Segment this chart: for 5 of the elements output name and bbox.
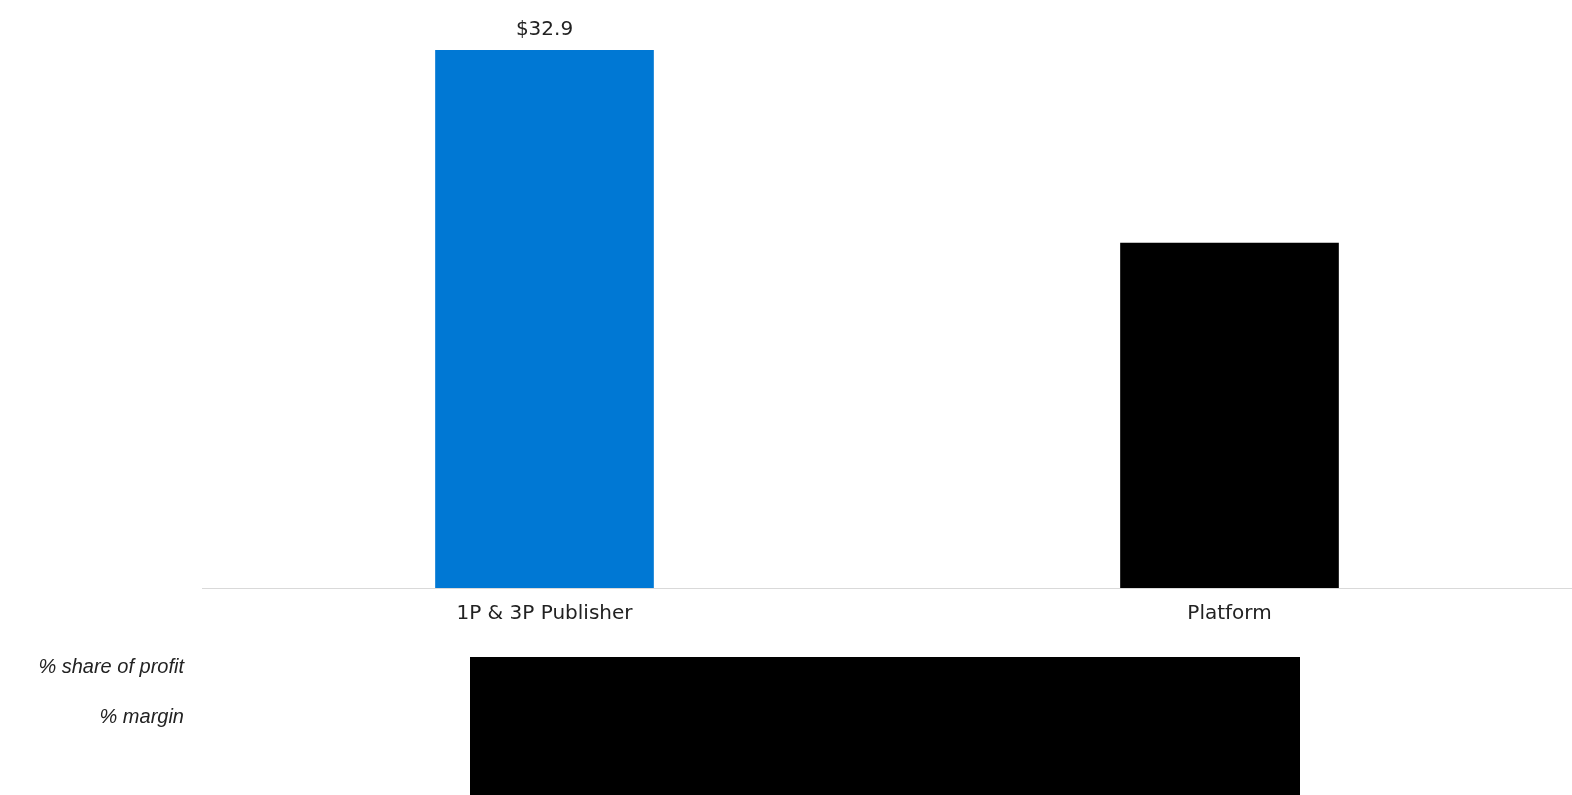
text: % margin — [99, 705, 184, 728]
text: % share of profit — [38, 655, 184, 678]
data-label: $32.9 — [515, 16, 574, 41]
x-tick-label: Platform — [1187, 600, 1272, 625]
x-tick-label: 1P & 3P Publisher — [456, 600, 634, 625]
